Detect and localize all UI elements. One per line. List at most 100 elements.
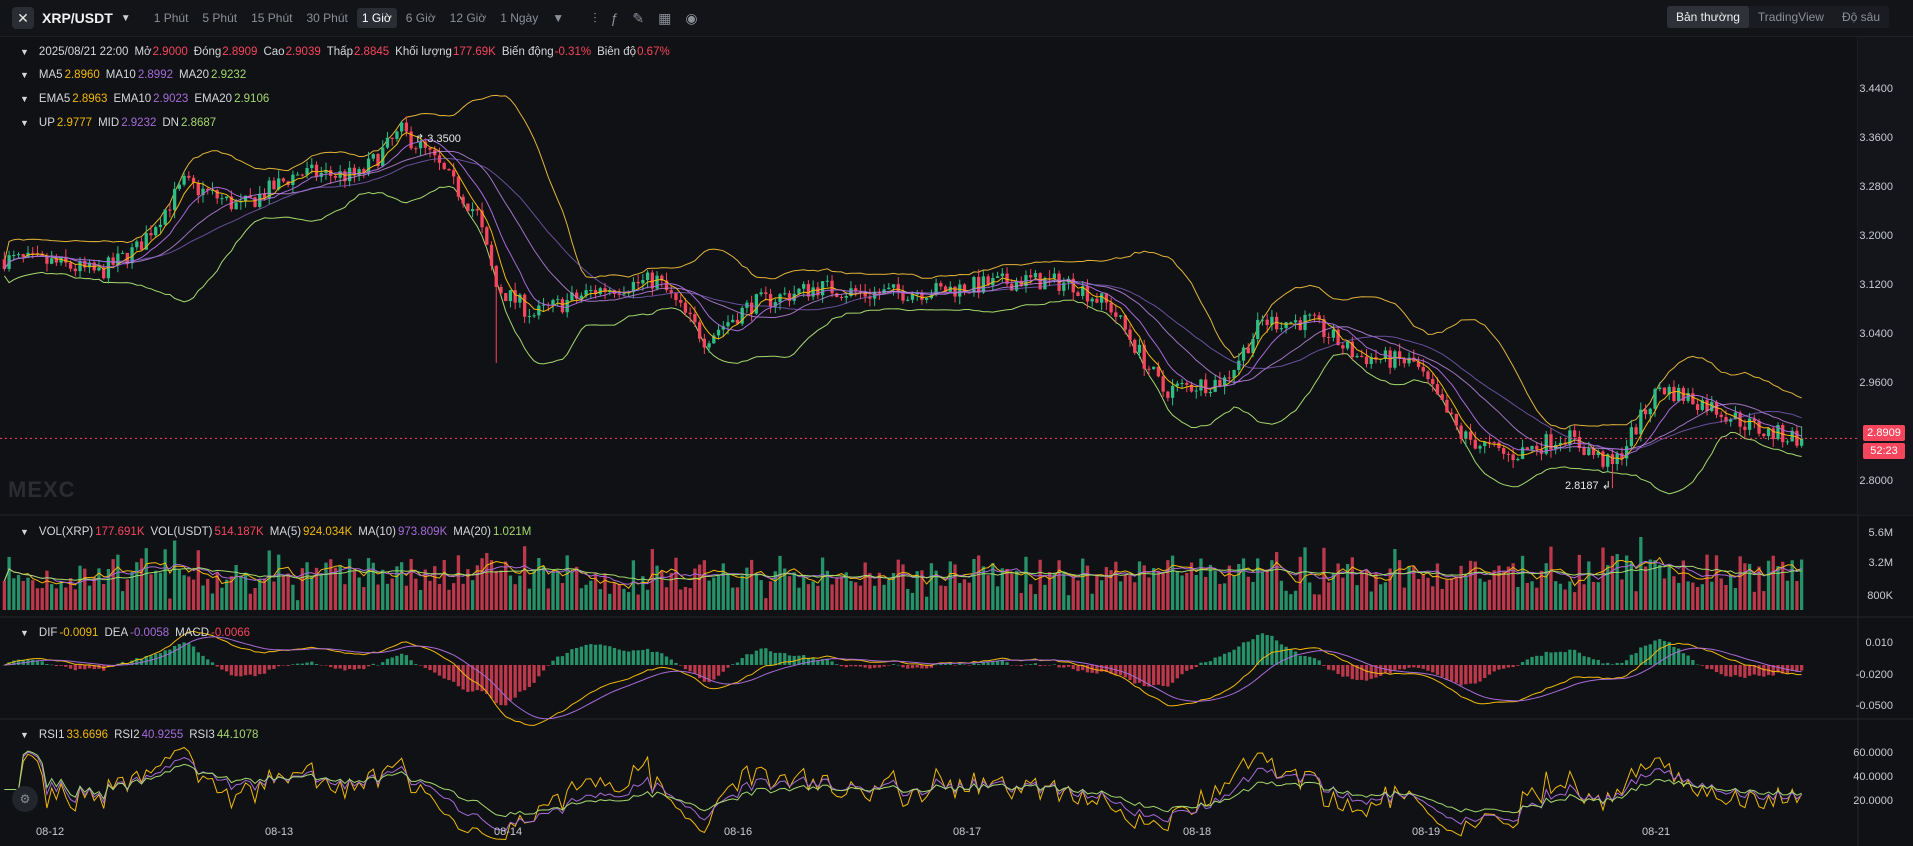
camera-icon[interactable]: ◉	[685, 9, 698, 26]
macd-histogram-bar	[1752, 665, 1756, 675]
candlestick-chart[interactable]	[0, 37, 1913, 846]
settings-toggle-icon[interactable]: ⚙	[12, 786, 38, 812]
volume-bar	[764, 598, 768, 610]
macd-histogram-bar	[1582, 656, 1586, 665]
tab-tradingview[interactable]: TradingView	[1757, 10, 1824, 24]
exchange-logo-icon[interactable]: ✕	[12, 7, 34, 29]
candle-body	[1733, 412, 1738, 420]
macd-histogram-bar	[1497, 665, 1501, 670]
candle-body	[948, 286, 952, 292]
volume-bar	[1435, 563, 1440, 610]
candle-body	[1246, 347, 1250, 354]
tab-basic-view[interactable]: Bản thường	[1666, 6, 1749, 28]
collapse-icon[interactable]: ▼	[20, 628, 29, 638]
collapse-icon[interactable]: ▼	[20, 47, 29, 57]
collapse-icon[interactable]: ▼	[20, 94, 29, 104]
volume-bar	[896, 559, 900, 610]
candle-body	[1747, 418, 1752, 430]
volume-bar	[556, 570, 560, 610]
macd-histogram-bar	[1520, 661, 1525, 665]
interval-dropdown-icon[interactable]: ▼	[552, 11, 565, 25]
volume-bar	[400, 562, 404, 610]
volume-bar	[877, 572, 882, 610]
macd-histogram-bar	[418, 665, 423, 666]
candle-body	[835, 293, 839, 297]
volume-bar	[470, 580, 475, 610]
volume-bar	[229, 576, 234, 610]
candle-body	[83, 261, 87, 268]
candle-body	[1393, 351, 1397, 368]
macd-histogram-bar	[622, 650, 626, 665]
macd-histogram-bar	[787, 655, 792, 665]
macd-histogram-bar	[1038, 665, 1042, 667]
macd-histogram-bar	[1473, 665, 1477, 684]
candle-body	[64, 256, 68, 263]
candle-body	[120, 252, 125, 254]
volume-bar	[1062, 572, 1066, 610]
interval-6h[interactable]: 6 Giờ	[405, 11, 436, 25]
volume-bar	[1194, 574, 1198, 610]
macd-histogram-bar	[1549, 652, 1553, 665]
interval-15m[interactable]: 15 Phút	[251, 11, 293, 25]
candle-body	[485, 227, 489, 245]
macd-histogram-bar	[693, 665, 697, 674]
volume-bar	[116, 554, 120, 610]
macd-histogram-bar	[210, 662, 215, 665]
collapse-icon[interactable]: ▼	[20, 730, 29, 740]
candle-settings-icon[interactable]: ⫶	[593, 9, 597, 26]
dea-line	[4, 636, 1802, 720]
macd-histogram-bar	[655, 651, 659, 665]
symbol-title[interactable]: XRP/USDT	[42, 10, 113, 26]
candle-body	[357, 169, 361, 176]
ema20-line	[3, 157, 1802, 451]
macd-histogram-bar	[1572, 649, 1577, 665]
volume-bar	[149, 574, 153, 610]
volume-bar	[835, 578, 839, 610]
candle-body	[1170, 385, 1175, 398]
chart-area[interactable]: ▼ 2025/08/21 22:00 Mở 2.9000 Đóng 2.8909 C…	[0, 37, 1913, 846]
macd-histogram-bar	[1700, 665, 1704, 666]
candle-body	[1700, 400, 1704, 410]
volume-bar	[508, 575, 513, 610]
macd-histogram-bar	[494, 665, 498, 704]
volume-bar	[1454, 576, 1459, 610]
collapse-icon[interactable]: ▼	[20, 527, 29, 537]
volume-bar	[144, 548, 148, 610]
candle-body	[1724, 416, 1728, 422]
collapse-icon[interactable]: ▼	[20, 118, 29, 128]
macd-histogram-bar	[1052, 664, 1057, 665]
collapse-icon[interactable]: ▼	[20, 70, 29, 80]
interval-1d[interactable]: 1 Ngày	[500, 11, 539, 25]
symbol-dropdown-icon[interactable]: ▼	[120, 12, 131, 24]
macd-histogram-bar	[726, 665, 730, 668]
volume-bar	[87, 585, 92, 610]
macd-histogram-bar	[437, 665, 442, 676]
candle-body	[868, 296, 872, 299]
macd-histogram-bar	[1648, 644, 1652, 665]
volume-bar	[1175, 571, 1179, 610]
candle-body	[863, 292, 867, 297]
draw-pen-icon[interactable]: ✎	[632, 9, 645, 26]
macd-histogram-bar	[135, 658, 139, 665]
interval-12h[interactable]: 12 Giờ	[449, 11, 487, 25]
volume-bar	[1506, 566, 1511, 610]
macd-histogram-bar	[442, 665, 446, 679]
candle-body	[1071, 278, 1075, 293]
volume-bar	[1189, 562, 1194, 610]
volume-bar	[1577, 554, 1581, 610]
macd-histogram-bar	[1781, 665, 1785, 674]
candle-body	[1667, 386, 1671, 395]
macd-histogram-bar	[281, 665, 286, 666]
interval-30m[interactable]: 30 Phút	[306, 11, 348, 25]
tab-depth[interactable]: Độ sâu	[1841, 10, 1880, 24]
interval-1m[interactable]: 1 Phút	[153, 11, 189, 25]
indicator-icon[interactable]: ƒ	[610, 9, 619, 26]
interval-5m[interactable]: 5 Phút	[202, 11, 238, 25]
volume-bar	[1071, 576, 1075, 610]
volume-bar	[1795, 581, 1799, 610]
interval-1h[interactable]: 1 Giờ	[356, 8, 397, 28]
macd-histogram-bar	[324, 665, 328, 666]
candle-body	[1085, 286, 1090, 302]
candle-body	[655, 275, 659, 289]
layout-grid-icon[interactable]: ▦	[658, 9, 672, 26]
